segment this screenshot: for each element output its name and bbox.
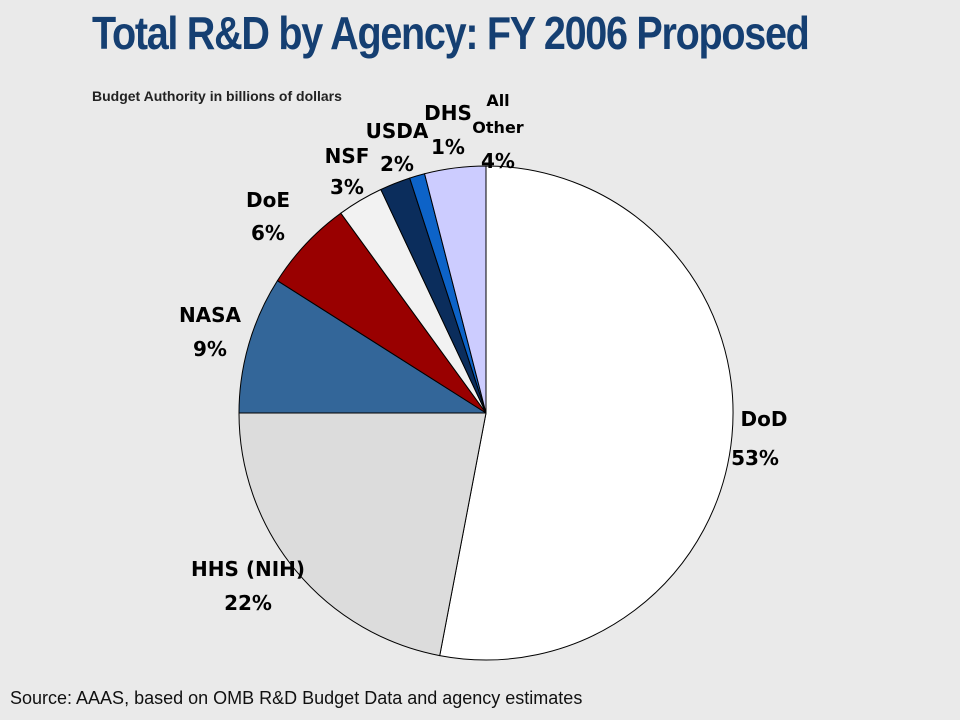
slice-label-all-other: All Other 4%	[472, 91, 523, 173]
slice-label-dod: DoD 53%	[731, 407, 787, 470]
chart-subtitle: Budget Authority in billions of dollars	[92, 88, 342, 104]
slice-label-usda: USDA 2%	[366, 119, 429, 176]
chart-title: Total R&D by Agency: FY 2006 Proposed	[92, 7, 810, 59]
pie-labels: DoD 53% HHS (NIH) 22% NASA 9% DoE 6% NSF 3%USDA 2%…	[179, 91, 788, 615]
slice-all-other	[424, 165, 487, 414]
slice-label-dhs: DHS 1%	[424, 101, 472, 159]
slice-label-nasa: NASA 9%	[179, 303, 242, 361]
slice-label-doe: DoE 6%	[246, 188, 290, 245]
slice-nasa	[238, 280, 487, 414]
pie-slices	[238, 165, 734, 661]
slice-label-hhs-nih: HHS (NIH) 22%	[191, 557, 305, 615]
slice-dod	[439, 165, 734, 661]
slice-hhs-nih	[238, 412, 487, 657]
chart-source: Source: AAAS, based on OMB R&D Budget Da…	[10, 688, 583, 708]
slice-label-nsf: NSF 3%	[325, 144, 370, 199]
